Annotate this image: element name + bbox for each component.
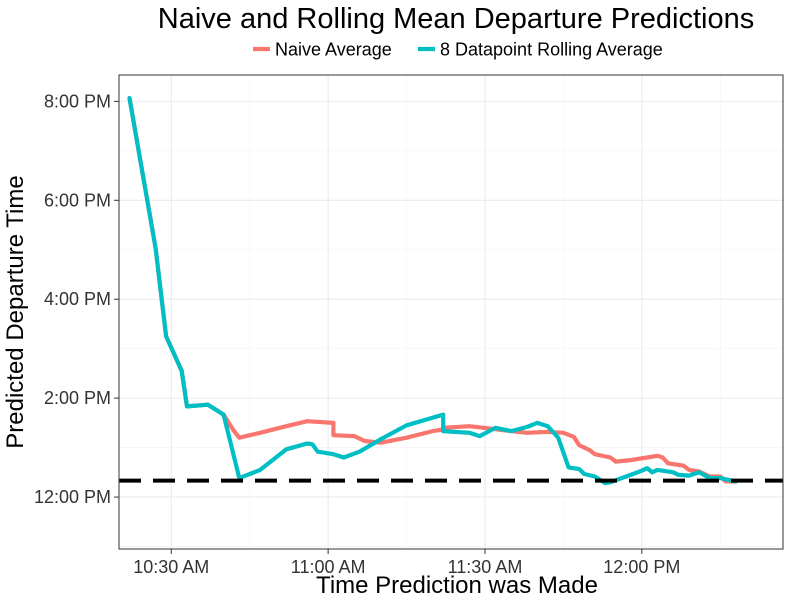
y-tick-label: 8:00 PM: [44, 91, 111, 111]
x-tick-label: 11:30 AM: [448, 557, 523, 577]
y-tick-label: 4:00 PM: [44, 289, 111, 309]
chart-title: Naive and Rolling Mean Departure Predict…: [158, 3, 754, 35]
series-line-1: [127, 95, 739, 486]
x-axis: 10:30 AM 11:00 AM 11:30 AM 12:00 PM: [133, 549, 680, 577]
y-axis-title: Predicted Departure Time: [2, 175, 29, 448]
x-tick-label: 10:30 AM: [133, 557, 209, 577]
y-tick-label: 6:00 PM: [44, 190, 111, 210]
x-tick-label: 12:00 PM: [603, 557, 680, 577]
y-tick-label: 2:00 PM: [44, 388, 111, 408]
legend-label-1: 8 Datapoint Rolling Average: [440, 40, 663, 60]
plot-panel: [119, 75, 783, 549]
y-axis: 12:00 PM 2:00 PM 4:00 PM 6:00 PM 8:00 PM: [34, 91, 119, 507]
series-lines: [127, 95, 739, 486]
x-tick-label: 11:00 AM: [291, 557, 366, 577]
x-axis-title: Time Prediction was Made: [316, 572, 598, 599]
legend-label-0: Naive Average: [275, 40, 392, 60]
plot-border: [118, 74, 784, 550]
legend: Naive Average 8 Datapoint Rolling Average: [253, 40, 663, 60]
y-tick-label: 12:00 PM: [34, 487, 111, 507]
